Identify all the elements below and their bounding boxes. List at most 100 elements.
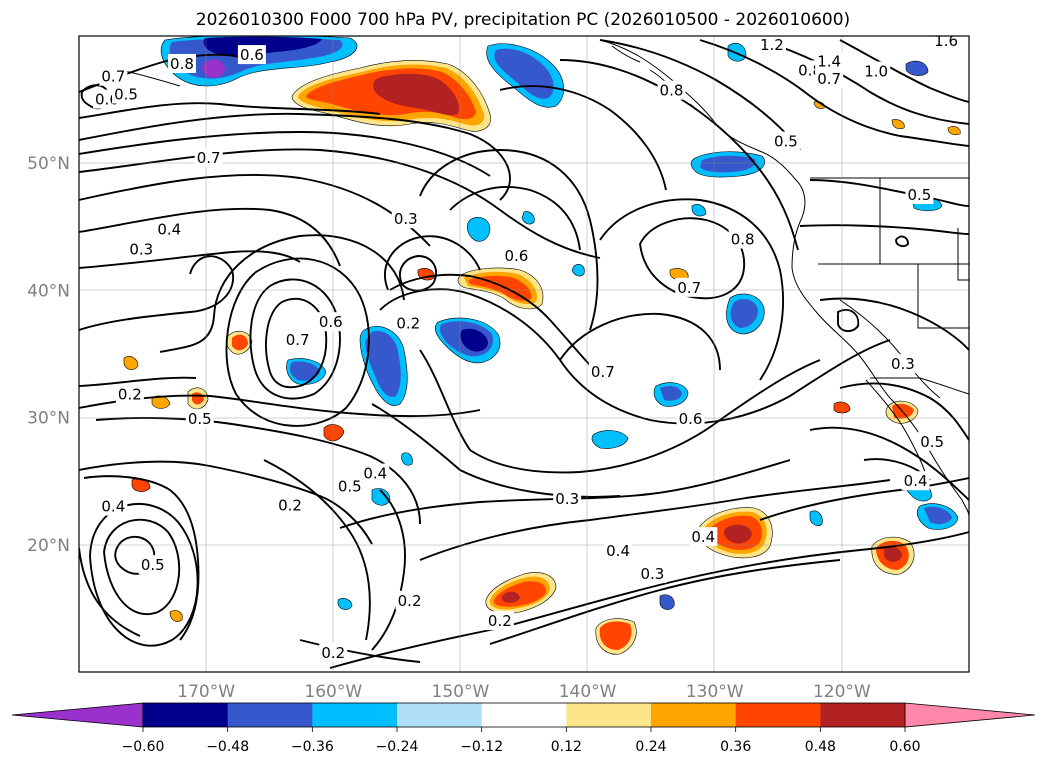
pv-contour [839, 39, 969, 103]
contour-label: 0.7 [194, 148, 223, 168]
contour-label-halo [112, 84, 141, 104]
contour-label: 0.3 [391, 209, 420, 229]
contour-label-text: 1.2 [760, 36, 784, 54]
colorbar-extend-high [904, 702, 1036, 728]
contour-label: 0.7 [283, 330, 312, 350]
contour-label: 0.3 [888, 354, 917, 374]
contour-label-text: 0.2 [398, 592, 422, 610]
contour-label: 0.6 [316, 312, 345, 332]
pos-anomaly-small-5 [947, 126, 961, 136]
contour-label: 0.8 [728, 229, 757, 249]
contour-label: 0.3 [127, 239, 156, 259]
y-axis-tick-labels: 20°N 30°N 40°N 50°N [27, 154, 70, 556]
contour-label-halo [757, 36, 786, 54]
pv-contour [599, 198, 785, 381]
contour-label-halo [901, 471, 930, 491]
neg-anomaly-mexico-core [924, 506, 952, 525]
contour-label-text: 0.5 [774, 133, 798, 151]
neg-anomaly-west-small-core [290, 361, 320, 381]
y-tick-label: 20°N [27, 536, 70, 556]
neg-anomaly-mid-east-core [660, 386, 682, 401]
pv-contours [79, 39, 969, 669]
pos-anomaly-west-4 [123, 356, 139, 370]
contour-label-halo [283, 330, 312, 350]
colorbar-tick-label: 0.12 [551, 739, 582, 755]
contour-label: 0.5 [771, 131, 800, 151]
contour-label-text: 0.6 [240, 46, 264, 64]
contour-label-halo [862, 61, 891, 81]
pos-anomaly-subtropic-east-core [724, 524, 752, 544]
colorbar-segment [735, 703, 821, 727]
map-frame [78, 35, 970, 673]
x-tick-label: 150°W [432, 682, 490, 702]
pv-contour [809, 426, 969, 501]
contour-label: 0.7 [675, 277, 704, 297]
contour-label-text: 0.4 [363, 465, 387, 483]
contour-label: 0.8 [167, 53, 196, 73]
contour-label-text: 0.4 [904, 472, 928, 490]
pv-contour [639, 217, 745, 300]
contour-label-halo [502, 246, 531, 266]
contour-labels: 0.8 0.60.70.60.50.70.40.30.30.60.80.80.70… [92, 32, 961, 662]
contour-label-text: 0.6 [319, 313, 343, 331]
contour-label-text: 0.5 [920, 433, 944, 451]
pv-contour [399, 255, 437, 292]
colorbar-tick-label: −0.36 [291, 739, 334, 755]
x-tick-label: 160°W [304, 682, 362, 702]
islands [119, 45, 717, 125]
neg-anomaly-mid-south [591, 430, 629, 449]
pv-contour [79, 112, 511, 201]
neg-anomaly-aleutians-peak [202, 59, 226, 78]
neg-anomaly-center-core [460, 328, 488, 352]
contour-label-halo [728, 229, 757, 249]
pos-anomaly-mexico-core [884, 546, 902, 562]
contour-label-halo [395, 590, 424, 610]
pv-contour [79, 131, 491, 177]
pv-contour [379, 288, 891, 425]
pv-contour [599, 39, 801, 151]
x-tick-label: 170°W [177, 682, 235, 702]
contour-label: 0.8 [657, 80, 686, 100]
pos-anomaly-central-high [468, 275, 532, 301]
chart-title: 2026010300 F000 700 hPa PV, precipitatio… [196, 10, 850, 30]
pv-contour [419, 349, 821, 474]
colorbar-segment [227, 703, 313, 727]
contour-label: 0.2 [394, 313, 423, 333]
contour-label-halo [485, 611, 514, 631]
pv-contour [759, 477, 969, 521]
contour-label-halo [194, 148, 223, 168]
contour-label-halo [127, 239, 156, 259]
contour-label-text: 0.3 [555, 490, 579, 508]
pv-contour [419, 479, 891, 561]
pv-contour [299, 639, 421, 663]
contour-label-text: 0.2 [321, 644, 345, 662]
contour-label: 0.5 [138, 555, 167, 575]
neg-anomaly-small-5 [337, 598, 353, 610]
contour-label-halo [815, 69, 844, 89]
pv-contour [699, 39, 969, 147]
contour-label-halo [689, 527, 718, 547]
contour-label-text: 0.7 [197, 149, 221, 167]
contour-label: 0.4 [604, 541, 633, 561]
pv-contour [79, 376, 197, 387]
contour-label-text: 0.7 [286, 331, 310, 349]
x-tick-label: 130°W [686, 682, 744, 702]
colorbar-segment [312, 703, 398, 727]
contour-label-text: 0.3 [394, 210, 418, 228]
colorbar-tick-label: 0.48 [805, 739, 836, 755]
contour-label: 0.5 [918, 431, 947, 451]
contour-label: 0.7 [815, 69, 844, 89]
pv-contour [79, 547, 141, 637]
contour-label-text: 1.4 [817, 52, 841, 70]
pv-contour [79, 207, 341, 267]
pv-contour [159, 234, 405, 353]
contour-label-halo [888, 354, 917, 374]
contour-label-text: 0.7 [101, 68, 125, 86]
neg-anomaly-small-3 [571, 264, 585, 277]
contour-label-halo [167, 53, 196, 73]
contour-label-text: 0.3 [891, 355, 915, 373]
contour-label: 1.0 [862, 61, 891, 81]
contour-label-text: 1.6 [934, 32, 958, 50]
colorbar-extend-low [11, 702, 144, 728]
